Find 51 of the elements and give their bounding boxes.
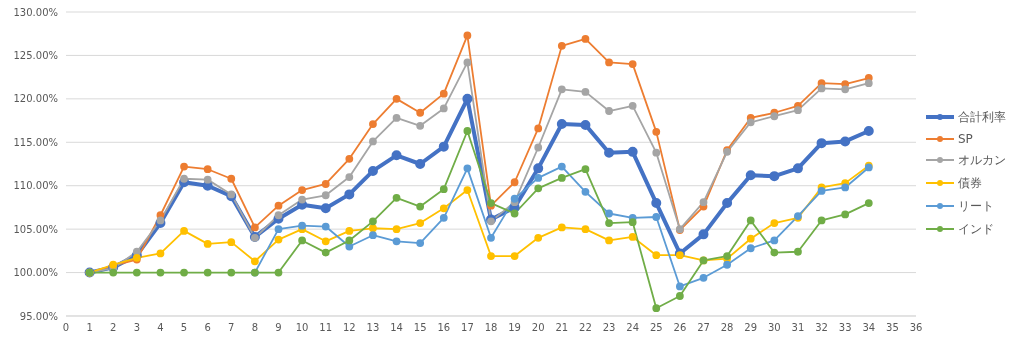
x-tick-label: 14 xyxy=(390,322,403,334)
legend-label: 合計利率 xyxy=(958,108,1006,126)
legend-label: オルカン xyxy=(958,151,1006,169)
x-tick-label: 10 xyxy=(295,322,309,334)
y-tick-label: 125.00% xyxy=(13,49,58,61)
x-tick-label: 6 xyxy=(204,322,211,334)
x-tick-label: 9 xyxy=(275,322,282,334)
x-tick-label: 23 xyxy=(602,322,616,334)
x-tick-label: 22 xyxy=(579,322,592,334)
y-tick-label: 120.00% xyxy=(13,93,58,105)
x-tick-label: 11 xyxy=(319,322,333,334)
x-tick-label: 35 xyxy=(886,322,899,334)
x-tick-label: 28 xyxy=(720,322,734,334)
x-tick-label: 4 xyxy=(157,322,164,334)
y-tick-label: 115.00% xyxy=(13,136,58,148)
y-tick-label: 95.00% xyxy=(19,310,58,322)
x-tick-label: 18 xyxy=(484,322,498,334)
x-tick-label: 21 xyxy=(555,322,569,334)
x-tick-label: 0 xyxy=(62,322,70,334)
x-tick-label: 24 xyxy=(626,322,640,334)
x-tick-label: 25 xyxy=(649,322,663,334)
x-tick-label: 30 xyxy=(767,322,781,334)
x-tick-label: 15 xyxy=(413,322,427,334)
x-tick-label: 2 xyxy=(110,322,117,334)
y-tick-label: 130.00% xyxy=(13,6,58,18)
x-tick-label: 27 xyxy=(697,322,710,334)
x-tick-label: 33 xyxy=(838,322,852,334)
x-tick-label: 5 xyxy=(180,322,188,334)
x-tick-label: 32 xyxy=(815,322,828,334)
x-tick-label: 31 xyxy=(791,322,805,334)
x-tick-label: 29 xyxy=(744,322,758,334)
x-tick-label: 3 xyxy=(133,322,141,334)
legend-label: インド xyxy=(958,220,994,238)
y-tick-label: 100.00% xyxy=(13,267,58,279)
y-tick-label: 105.00% xyxy=(13,223,58,235)
x-tick-label: 12 xyxy=(342,322,356,334)
x-tick-label: 17 xyxy=(461,322,474,334)
x-tick-label: 26 xyxy=(673,322,687,334)
legend-label: 債券 xyxy=(958,174,982,192)
x-tick-label: 20 xyxy=(531,322,545,334)
x-tick-label: 1 xyxy=(86,322,93,334)
legend-label: SP xyxy=(958,131,973,146)
x-tick-label: 34 xyxy=(862,322,876,334)
x-tick-label: 16 xyxy=(437,322,451,334)
x-tick-label: 13 xyxy=(366,322,380,334)
x-tick-label: 7 xyxy=(228,322,235,334)
legend-label: リート xyxy=(958,197,994,215)
x-tick-label: 8 xyxy=(251,322,259,334)
y-tick-label: 110.00% xyxy=(13,180,58,192)
x-tick-label: 19 xyxy=(508,322,521,334)
x-tick-label: 36 xyxy=(909,322,923,334)
